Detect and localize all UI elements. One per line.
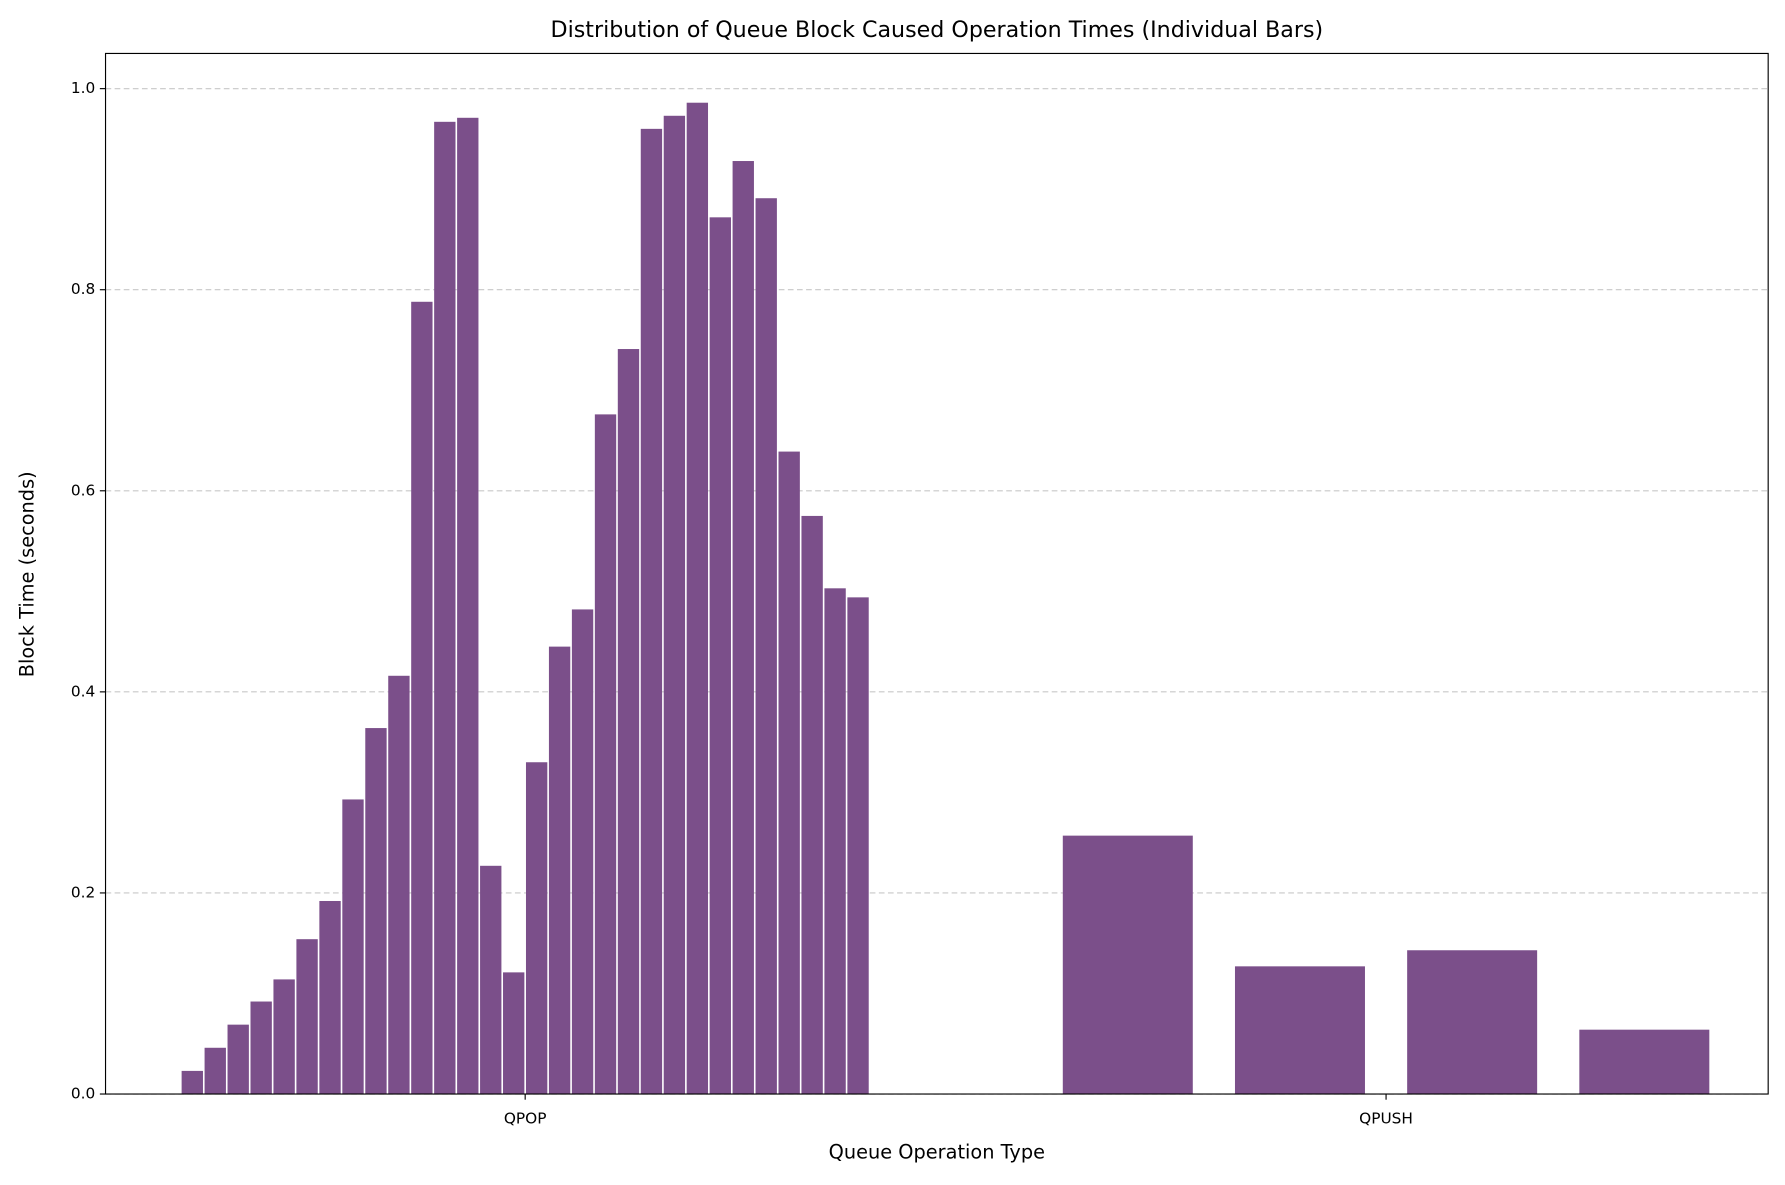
bar	[709, 217, 731, 1095]
bar	[755, 198, 777, 1095]
bar	[778, 451, 800, 1095]
y-tick-label: 1.0	[71, 79, 95, 97]
bar	[227, 1024, 249, 1095]
bar	[1062, 835, 1193, 1095]
bar	[594, 414, 617, 1095]
bar	[663, 115, 686, 1095]
bar	[571, 609, 594, 1095]
bar	[847, 597, 869, 1095]
bar	[296, 939, 318, 1095]
y-tick-label: 0.4	[71, 682, 95, 700]
bar	[1234, 966, 1365, 1095]
chart-title: Distribution of Queue Block Caused Opera…	[551, 17, 1324, 43]
bar	[548, 646, 571, 1095]
bar	[457, 117, 479, 1095]
y-tick-label: 0.0	[71, 1085, 95, 1103]
y-axis-label: Block Time (seconds)	[16, 471, 39, 677]
bar	[342, 799, 364, 1095]
bar	[824, 588, 846, 1095]
bar	[434, 121, 456, 1095]
bar	[617, 349, 640, 1095]
bar	[1579, 1029, 1710, 1095]
bar	[732, 161, 754, 1095]
bar	[525, 762, 548, 1095]
bar	[181, 1070, 203, 1095]
bar	[204, 1047, 226, 1095]
y-tick-label: 0.6	[71, 481, 95, 499]
x-tick-label: QPOP	[504, 1110, 547, 1128]
bar	[319, 900, 341, 1095]
y-tick-label: 0.8	[71, 280, 95, 298]
bar	[640, 128, 663, 1095]
bar	[801, 515, 823, 1095]
x-tick-label: QPUSH	[1359, 1110, 1413, 1128]
bar	[273, 979, 295, 1095]
x-axis-label: Queue Operation Type	[829, 1141, 1045, 1164]
bar	[503, 972, 525, 1095]
plot-frame	[104, 52, 1769, 1095]
bar	[1407, 950, 1538, 1095]
bar	[480, 865, 502, 1095]
bar	[686, 102, 709, 1095]
bar	[250, 1001, 272, 1095]
bar	[365, 728, 387, 1095]
bar	[388, 675, 410, 1095]
y-tick-label: 0.2	[71, 883, 95, 901]
bar	[411, 301, 433, 1095]
